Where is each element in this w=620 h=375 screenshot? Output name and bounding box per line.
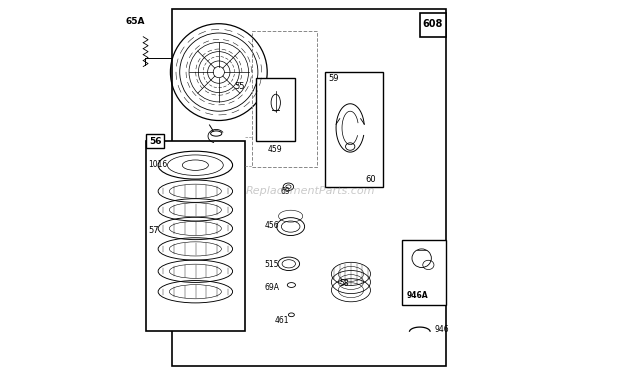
Text: 65A: 65A (126, 17, 145, 26)
Text: 59: 59 (329, 74, 339, 83)
Bar (146, 134, 164, 148)
Text: 60: 60 (366, 175, 376, 184)
Bar (420, 12, 446, 37)
Bar (252, 31, 317, 167)
Bar (402, 240, 446, 305)
Text: 55: 55 (235, 82, 246, 91)
Text: 608: 608 (423, 20, 443, 30)
Text: 946A: 946A (407, 291, 428, 300)
Text: 58: 58 (339, 279, 348, 288)
Text: ReplacementParts.com: ReplacementParts.com (246, 186, 374, 196)
Text: 461: 461 (275, 316, 289, 325)
Text: 459: 459 (267, 145, 282, 154)
Text: 946: 946 (435, 325, 449, 334)
Text: 456: 456 (265, 221, 279, 230)
Bar (146, 141, 245, 331)
Bar (325, 72, 383, 188)
Text: 56: 56 (149, 137, 161, 146)
Text: 69A: 69A (265, 283, 280, 292)
Text: 57: 57 (148, 226, 159, 235)
Text: 515: 515 (265, 260, 279, 269)
Text: 69: 69 (280, 187, 290, 196)
Bar (172, 9, 446, 366)
Text: 1016: 1016 (148, 160, 167, 169)
Bar (256, 78, 295, 141)
